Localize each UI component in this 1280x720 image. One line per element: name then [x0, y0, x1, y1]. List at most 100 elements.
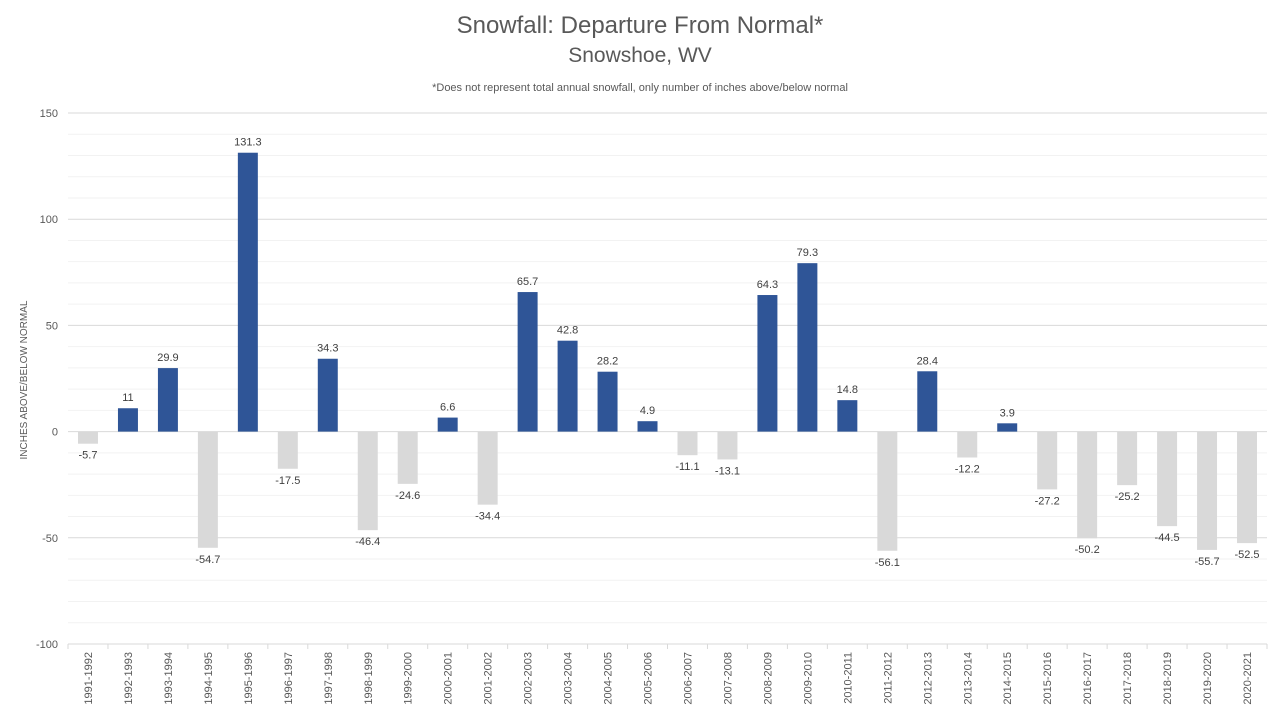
data-label: -13.1	[715, 465, 740, 477]
data-label: -25.2	[1115, 491, 1140, 503]
x-tick-label: 2014-2015	[1002, 652, 1014, 705]
data-label: 64.3	[757, 279, 778, 291]
data-label: -52.5	[1234, 549, 1259, 561]
x-tick-label: 1995-1996	[243, 652, 255, 705]
x-tick-label: 2015-2016	[1042, 652, 1054, 705]
data-label: -24.6	[395, 490, 420, 502]
x-tick-label: 2003-2004	[563, 652, 575, 705]
bar-2018-2019	[1157, 431, 1178, 527]
chart-title: Snowfall: Departure From Normal*	[456, 12, 824, 39]
x-tick-label: 2018-2019	[1162, 652, 1174, 705]
bar-1999-2000	[397, 431, 418, 484]
bar-2020-2021	[1237, 431, 1258, 544]
data-label: 29.9	[157, 352, 178, 364]
x-tick-label: 1994-1995	[203, 652, 215, 705]
bar-2019-2020	[1197, 431, 1218, 550]
x-tick-label: 2007-2008	[722, 652, 734, 705]
bar-2005-2006	[637, 421, 658, 432]
data-label: -34.4	[475, 511, 500, 523]
axes: 150 100 50 0 -50 -100 1991-1992 1992-1993 1993-1…	[36, 108, 1268, 705]
bar-1992-1993	[117, 408, 138, 432]
bar-1994-1995	[197, 431, 218, 548]
data-labels: -5.7 11 29.9 -54.7 131.3 -17.5 34.3 -46.4 -24.6 6…	[78, 137, 1259, 569]
bar-2000-2001	[437, 417, 458, 432]
bar-2009-2010	[797, 263, 818, 432]
x-tick-label: 1993-1994	[163, 652, 175, 705]
data-label: 42.8	[557, 325, 578, 337]
data-label: 28.4	[917, 355, 938, 367]
bars	[77, 152, 1258, 551]
bar-2012-2013	[917, 371, 938, 432]
bar-2011-2012	[877, 431, 898, 551]
bar-2014-2015	[997, 423, 1018, 432]
bar-1997-1998	[317, 358, 338, 432]
x-tick-label: 1999-2000	[403, 652, 415, 705]
bar-2015-2016	[1037, 431, 1058, 490]
bar-2007-2008	[717, 431, 738, 460]
data-label: -56.1	[875, 557, 900, 569]
data-label: 34.3	[317, 343, 338, 355]
data-label: 14.8	[837, 384, 858, 396]
data-label: 79.3	[797, 247, 818, 259]
x-tick-label: 2013-2014	[962, 652, 974, 705]
bar-1996-1997	[277, 431, 298, 469]
bar-2013-2014	[957, 431, 978, 458]
data-label: -27.2	[1035, 495, 1060, 507]
data-label: -44.5	[1155, 532, 1180, 544]
data-label: -55.7	[1195, 556, 1220, 568]
data-label: -54.7	[195, 554, 220, 566]
x-tick-label: 2001-2002	[483, 652, 495, 705]
bar-2004-2005	[597, 371, 618, 432]
x-tick-label: 2010-2011	[842, 652, 854, 704]
x-tick-label: 2009-2010	[802, 652, 814, 705]
bar-2002-2003	[517, 292, 538, 432]
chart-note: *Does not represent total annual snowfal…	[432, 82, 848, 94]
bar-1998-1999	[357, 431, 378, 531]
data-label: -46.4	[355, 536, 380, 548]
x-tick-label: 2012-2013	[922, 652, 934, 705]
bar-2016-2017	[1077, 431, 1098, 539]
y-tick-label: 50	[46, 320, 58, 332]
y-tick-label: -50	[42, 533, 58, 545]
bar-1991-1992	[77, 431, 98, 444]
x-tick-label: 1992-1993	[123, 652, 135, 705]
x-tick-label: 2006-2007	[682, 652, 694, 705]
x-tick-label: 1991-1992	[83, 652, 95, 705]
data-label: -11.1	[675, 461, 699, 473]
y-tick-label: 150	[40, 108, 58, 120]
x-tick-label: 2011-2012	[882, 652, 894, 704]
x-tick-label: 2019-2020	[1202, 652, 1214, 705]
bar-2006-2007	[677, 431, 698, 456]
x-tick-label: 2004-2005	[603, 652, 615, 705]
x-tick-label: 2017-2018	[1122, 652, 1134, 705]
x-tick-label: 2005-2006	[643, 652, 655, 705]
data-label: 3.9	[1000, 407, 1015, 419]
data-label: -17.5	[275, 475, 300, 487]
x-tick-label: 1997-1998	[323, 652, 335, 705]
x-tick-label: 2002-2003	[523, 652, 535, 705]
y-tick-label: -100	[36, 639, 58, 651]
data-label: -5.7	[78, 450, 97, 462]
y-tick-label: 100	[40, 214, 58, 226]
x-tick-label: 2000-2001	[443, 652, 455, 705]
bar-2003-2004	[557, 340, 578, 432]
bar-1995-1996	[237, 152, 258, 432]
bar-2008-2009	[757, 295, 778, 432]
bar-2010-2011	[837, 400, 858, 432]
bar-1993-1994	[157, 368, 178, 432]
chart-subtitle: Snowshoe, WV	[568, 44, 712, 67]
bar-2017-2018	[1117, 431, 1138, 486]
bar-2001-2002	[477, 431, 498, 505]
x-tick-label: 2020-2021	[1242, 652, 1254, 705]
data-label: -12.2	[955, 464, 980, 476]
data-label: 131.3	[234, 137, 262, 149]
data-label: 65.7	[517, 276, 538, 288]
x-tick-label: 2016-2017	[1082, 652, 1094, 705]
x-tick-label: 1998-1999	[363, 652, 375, 705]
data-label: 11	[122, 392, 133, 404]
x-tick-label: 1996-1997	[283, 652, 295, 705]
y-tick-label: 0	[52, 427, 58, 439]
data-label: 6.6	[440, 402, 455, 414]
x-tick-label: 2008-2009	[762, 652, 774, 705]
